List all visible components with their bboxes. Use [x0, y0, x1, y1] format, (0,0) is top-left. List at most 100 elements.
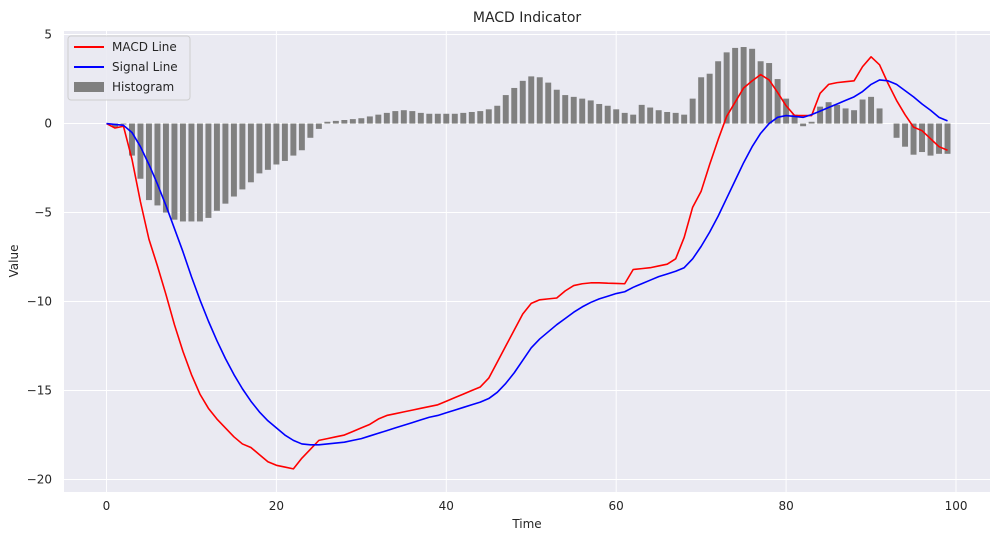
histogram-bar [162, 123, 169, 213]
histogram-bar [426, 113, 433, 124]
histogram-bar [689, 98, 696, 124]
histogram-bar [485, 109, 492, 124]
histogram-bar [247, 123, 254, 183]
histogram-bar [596, 103, 603, 124]
histogram-bar [553, 89, 560, 124]
histogram-bar [851, 110, 858, 124]
x-tick-label: 60 [609, 499, 624, 513]
histogram-bar [154, 123, 161, 206]
histogram-bar [375, 114, 382, 124]
x-tick-label: 0 [103, 499, 111, 513]
histogram-bar [647, 107, 654, 124]
histogram-bar [443, 113, 450, 124]
histogram-bar [366, 116, 373, 124]
histogram-bar [502, 95, 509, 124]
histogram-bar [715, 61, 722, 124]
histogram-bar [290, 123, 297, 156]
histogram-bar [315, 123, 322, 129]
histogram-bar [664, 111, 671, 124]
histogram-bar [179, 123, 186, 222]
histogram-bar [808, 121, 815, 124]
histogram-bar [196, 123, 203, 222]
histogram-bar [604, 105, 611, 124]
histogram-bar [409, 111, 416, 124]
histogram-bar [723, 52, 730, 124]
y-tick-labels: 5 0 −5 −10 −15 −20 [27, 28, 52, 487]
histogram-bar [919, 123, 926, 153]
histogram-bar [281, 123, 288, 161]
histogram-bar [230, 123, 237, 197]
histogram-bar [468, 111, 475, 124]
y-tick-label: −15 [27, 384, 52, 398]
histogram-bar [570, 96, 577, 124]
y-tick-label: 0 [44, 117, 52, 131]
histogram-bar [239, 123, 246, 190]
histogram-bar [477, 111, 484, 124]
x-tick-label: 40 [439, 499, 454, 513]
histogram-bar [536, 77, 543, 124]
histogram-bar [324, 121, 331, 124]
histogram-bar [842, 108, 849, 124]
histogram-bar [128, 123, 135, 156]
histogram-bar [859, 99, 866, 124]
histogram-bar [383, 112, 390, 124]
x-tick-label: 20 [269, 499, 284, 513]
histogram-bar [188, 123, 195, 222]
histogram-bar [910, 123, 917, 155]
histogram-bar [222, 123, 229, 204]
y-tick-label: 5 [44, 28, 52, 42]
histogram-bar [655, 110, 662, 124]
histogram-bar [511, 87, 518, 124]
histogram-bar [893, 123, 900, 138]
histogram-bar [434, 113, 441, 124]
histogram-bar [800, 123, 807, 127]
histogram-bar [868, 96, 875, 124]
histogram-bar [137, 123, 144, 179]
series-lines [106, 56, 948, 470]
histogram-bar [451, 113, 458, 124]
histogram-bar [749, 48, 756, 124]
histogram-bar [400, 110, 407, 124]
histogram-bar [120, 123, 127, 125]
y-tick-label: −5 [34, 206, 52, 220]
histogram-bar [834, 104, 841, 124]
histogram-bar [349, 119, 356, 124]
histogram-bar [766, 63, 773, 124]
histogram-bar [528, 76, 535, 124]
histogram-bars [111, 47, 951, 222]
histogram-bar [205, 123, 212, 218]
x-tick-labels: 0 20 40 60 80 100 [103, 499, 968, 513]
histogram-bar [579, 98, 586, 124]
histogram-bar [273, 123, 280, 165]
histogram-bar [783, 98, 790, 124]
histogram-bar [791, 114, 798, 124]
histogram-bar [307, 123, 314, 138]
legend-label-macd-line: MACD Line [112, 40, 177, 54]
plot-area [64, 31, 990, 492]
histogram-bar [681, 114, 688, 124]
histogram-bar [698, 77, 705, 124]
histogram-bar [825, 102, 832, 124]
histogram-bar [638, 104, 645, 124]
legend-label-signal-line: Signal Line [112, 60, 178, 74]
histogram-bar [264, 123, 271, 170]
x-axis-label: Time [511, 517, 541, 531]
legend-swatch-histogram [74, 82, 104, 92]
grid [64, 31, 990, 492]
histogram-bar [298, 123, 305, 151]
histogram-bar [621, 112, 628, 124]
histogram-bar [332, 120, 339, 124]
histogram-bar [358, 118, 365, 124]
legend-label-histogram: Histogram [112, 80, 174, 94]
histogram-bar [562, 95, 569, 124]
histogram-bar [613, 109, 620, 124]
histogram-bar [256, 123, 263, 174]
histogram-bar [706, 73, 713, 124]
histogram-bar [757, 61, 764, 124]
chart-title: MACD Indicator [473, 10, 582, 26]
histogram-bar [732, 47, 739, 124]
histogram-bar [740, 47, 747, 124]
histogram-bar [111, 123, 118, 128]
histogram-bar [417, 112, 424, 124]
